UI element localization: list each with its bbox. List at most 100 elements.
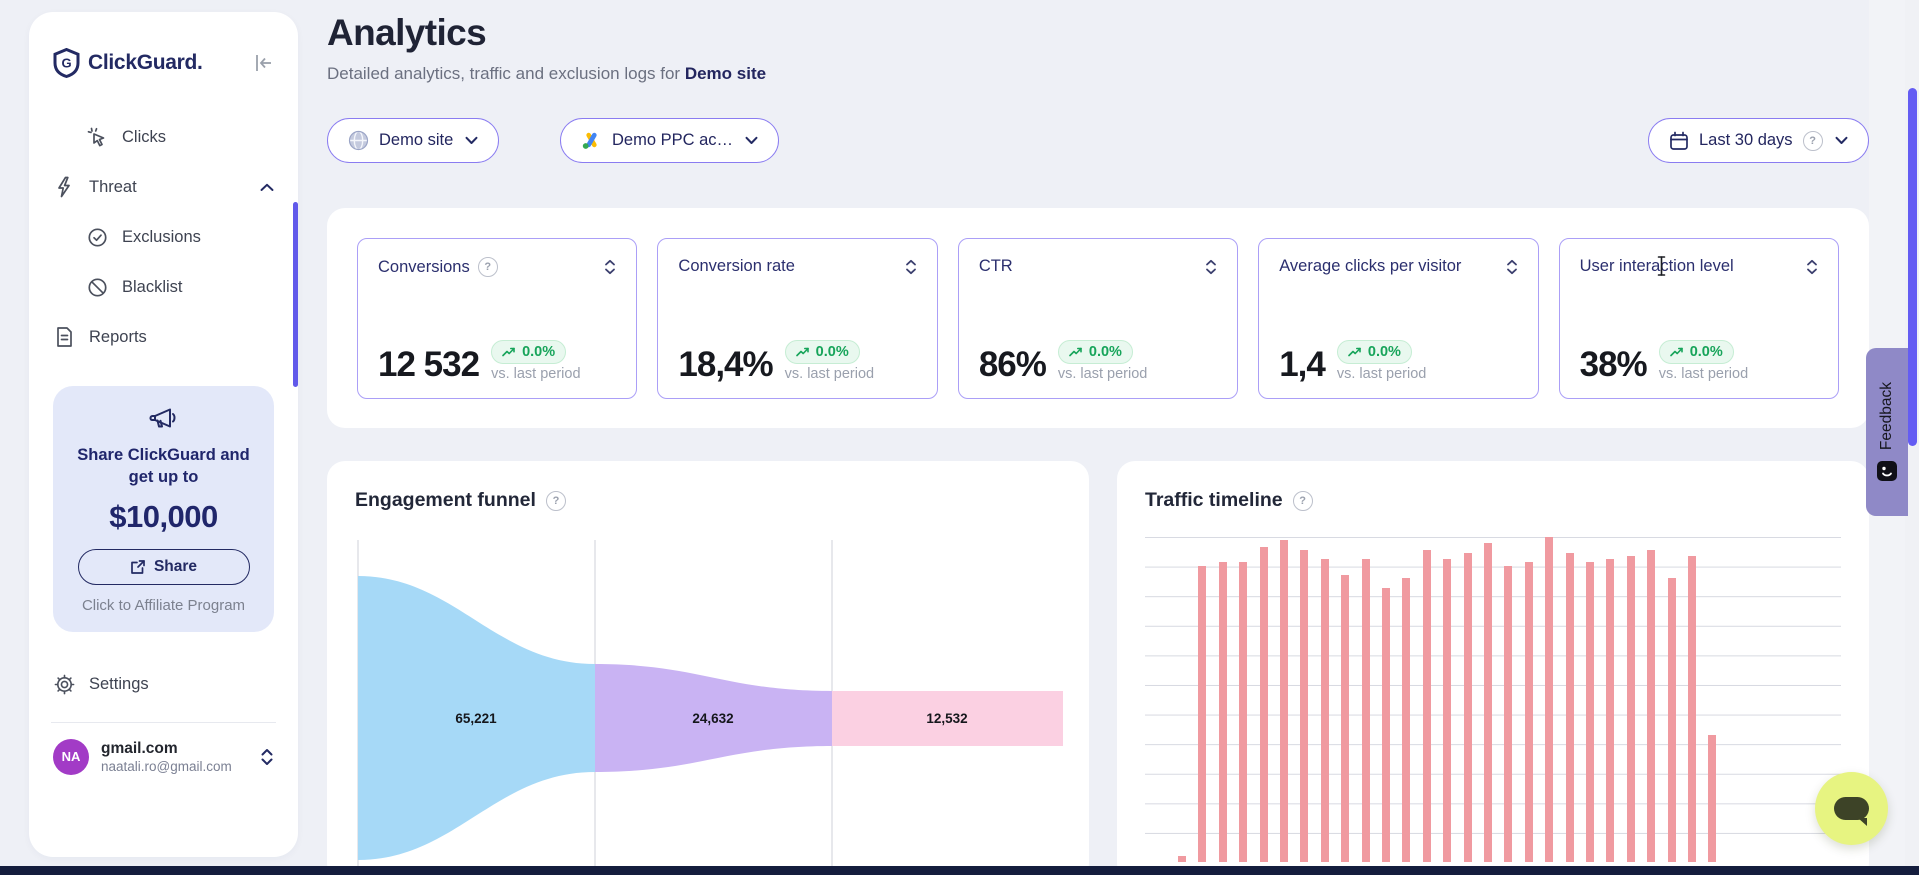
traffic-bar (1198, 566, 1207, 862)
chat-bubble-icon (1834, 797, 1869, 826)
help-icon[interactable]: ? (1802, 130, 1823, 151)
date-range-selector[interactable]: Last 30 days ? (1648, 118, 1869, 163)
app-logo: G ClickGuard. (53, 48, 203, 78)
traffic-bar (1463, 553, 1472, 862)
kpi-compare: vs. last period (1658, 366, 1749, 382)
sort-icon[interactable] (1205, 259, 1217, 275)
settings-label: Settings (89, 675, 149, 694)
sidebar-nav: Clicks Threat Exclusions (53, 112, 274, 362)
promo-amount: $10,000 (109, 498, 218, 534)
site-selector-value: Demo site (379, 131, 454, 149)
avatar: NA (53, 738, 89, 775)
chevron-up-icon[interactable] (260, 183, 274, 192)
sidebar-item-label: Reports (89, 327, 147, 346)
sidebar-item-clicks[interactable]: Clicks (53, 112, 274, 162)
traffic-bar (1300, 550, 1309, 862)
cursor-click-icon (86, 126, 108, 148)
funnel-stage-3-value: 12,532 (926, 711, 967, 726)
traffic-bar (1259, 547, 1268, 862)
trend-up-icon (1348, 347, 1361, 357)
traffic-bar (1565, 553, 1574, 862)
kpi-card-conversion-rate: Conversion rate 18,4% 0.0% vs. last peri… (657, 238, 938, 399)
help-icon[interactable]: ? (477, 257, 498, 277)
globe-icon (348, 130, 369, 151)
feedback-tab[interactable]: Feedback (1866, 348, 1908, 516)
share-button-label: Share (153, 557, 198, 575)
promo-text-line2: get up to (128, 468, 199, 487)
kpi-compare: vs. last period (1057, 366, 1148, 382)
window-bottom-strip (0, 866, 1919, 875)
engagement-funnel-card: Engagement funnel ? 65,221 24,632 12,532 (327, 461, 1089, 875)
trend-up-icon (502, 347, 515, 357)
chart-title: Engagement funnel (355, 489, 536, 511)
page-subtitle: Detailed analytics, traffic and exclusio… (327, 64, 1869, 84)
traffic-bar (1341, 575, 1350, 862)
divider (51, 721, 276, 723)
chevron-down-icon (465, 136, 478, 145)
traffic-bar (1361, 559, 1370, 862)
clickguard-shield-icon: G (53, 48, 80, 78)
sort-icon[interactable] (1506, 259, 1518, 275)
funnel-chart: 65,221 24,632 12,532 (355, 522, 1063, 872)
sort-icon[interactable] (1806, 259, 1818, 275)
help-icon[interactable]: ? (545, 490, 566, 511)
traffic-bar (1667, 578, 1676, 862)
chevron-down-icon (745, 136, 758, 145)
sidebar: G ClickGuard. Clicks (29, 12, 298, 857)
help-icon[interactable]: ? (1292, 490, 1313, 511)
share-button[interactable]: Share (77, 548, 250, 585)
sidebar-item-label: Blacklist (122, 277, 183, 296)
sidebar-item-label: Clicks (122, 127, 166, 146)
traffic-bar (1320, 559, 1329, 862)
traffic-timeline-card: Traffic timeline ? (1117, 461, 1869, 875)
kpi-row: Conversions ? 12 532 0.0% vs. last perio… (357, 238, 1840, 399)
ppc-account-selector[interactable]: Demo PPC ac… (560, 118, 780, 163)
sidebar-item-blacklist[interactable]: Blacklist (53, 262, 274, 312)
traffic-bars (1145, 524, 1841, 862)
text-cursor (1656, 255, 1667, 277)
kpi-value: 12 532 (378, 345, 480, 384)
traffic-bar (1545, 537, 1554, 862)
sidebar-item-exclusions[interactable]: Exclusions (53, 212, 274, 262)
kpi-card-avg-clicks: Average clicks per visitor 1,4 0.0% vs. … (1258, 238, 1539, 399)
app-name: ClickGuard. (88, 51, 203, 74)
site-selector[interactable]: Demo site (327, 118, 500, 163)
kpi-value: 18,4% (678, 345, 773, 384)
kpi-label: Average clicks per visitor (1279, 257, 1462, 275)
affiliate-promo-card[interactable]: Share ClickGuard and get up to $10,000 S… (53, 386, 274, 632)
sidebar-header: G ClickGuard. (53, 48, 274, 78)
traffic-bar (1647, 550, 1656, 862)
page-title: Analytics (327, 12, 487, 53)
svg-text:G: G (61, 56, 71, 71)
traffic-bar (1484, 543, 1492, 862)
traffic-bar (1626, 556, 1635, 862)
affiliate-link-text[interactable]: Click to Affiliate Program (81, 596, 246, 614)
sort-icon[interactable] (604, 259, 616, 275)
scrollbar-thumb[interactable] (1908, 88, 1917, 446)
traffic-bar (1382, 588, 1390, 862)
page-subtitle-text: Detailed analytics, traffic and exclusio… (327, 64, 681, 83)
sidebar-item-threat[interactable]: Threat (53, 162, 274, 212)
kpi-card-conversions: Conversions ? 12 532 0.0% vs. last perio… (357, 238, 638, 399)
traffic-bar (1708, 735, 1717, 862)
trend-up-icon (1669, 347, 1683, 357)
traffic-bar (1402, 578, 1411, 862)
funnel-stage-1-shape (358, 576, 595, 860)
account-switcher[interactable]: NA gmail.com naatali.ro@gmail.com (53, 738, 274, 775)
sidebar-item-settings[interactable]: Settings (53, 664, 274, 706)
collapse-sidebar-icon[interactable] (254, 54, 274, 72)
change-badge: 0.0% (1658, 340, 1734, 364)
sidebar-item-reports[interactable]: Reports (53, 312, 274, 362)
chat-widget-button[interactable] (1815, 772, 1888, 845)
kpi-value: 1,4 (1279, 345, 1326, 384)
change-badge: 0.0% (1057, 340, 1133, 364)
trend-up-icon (1069, 347, 1082, 357)
kpi-label: Conversions (378, 257, 470, 276)
traffic-bar (1504, 566, 1513, 862)
traffic-bar (1443, 559, 1452, 862)
sort-icon[interactable] (905, 259, 917, 275)
sidebar-scroll-indicator[interactable] (293, 202, 298, 387)
traffic-bar (1239, 562, 1248, 862)
promo-text-line1: Share ClickGuard and (77, 446, 250, 464)
